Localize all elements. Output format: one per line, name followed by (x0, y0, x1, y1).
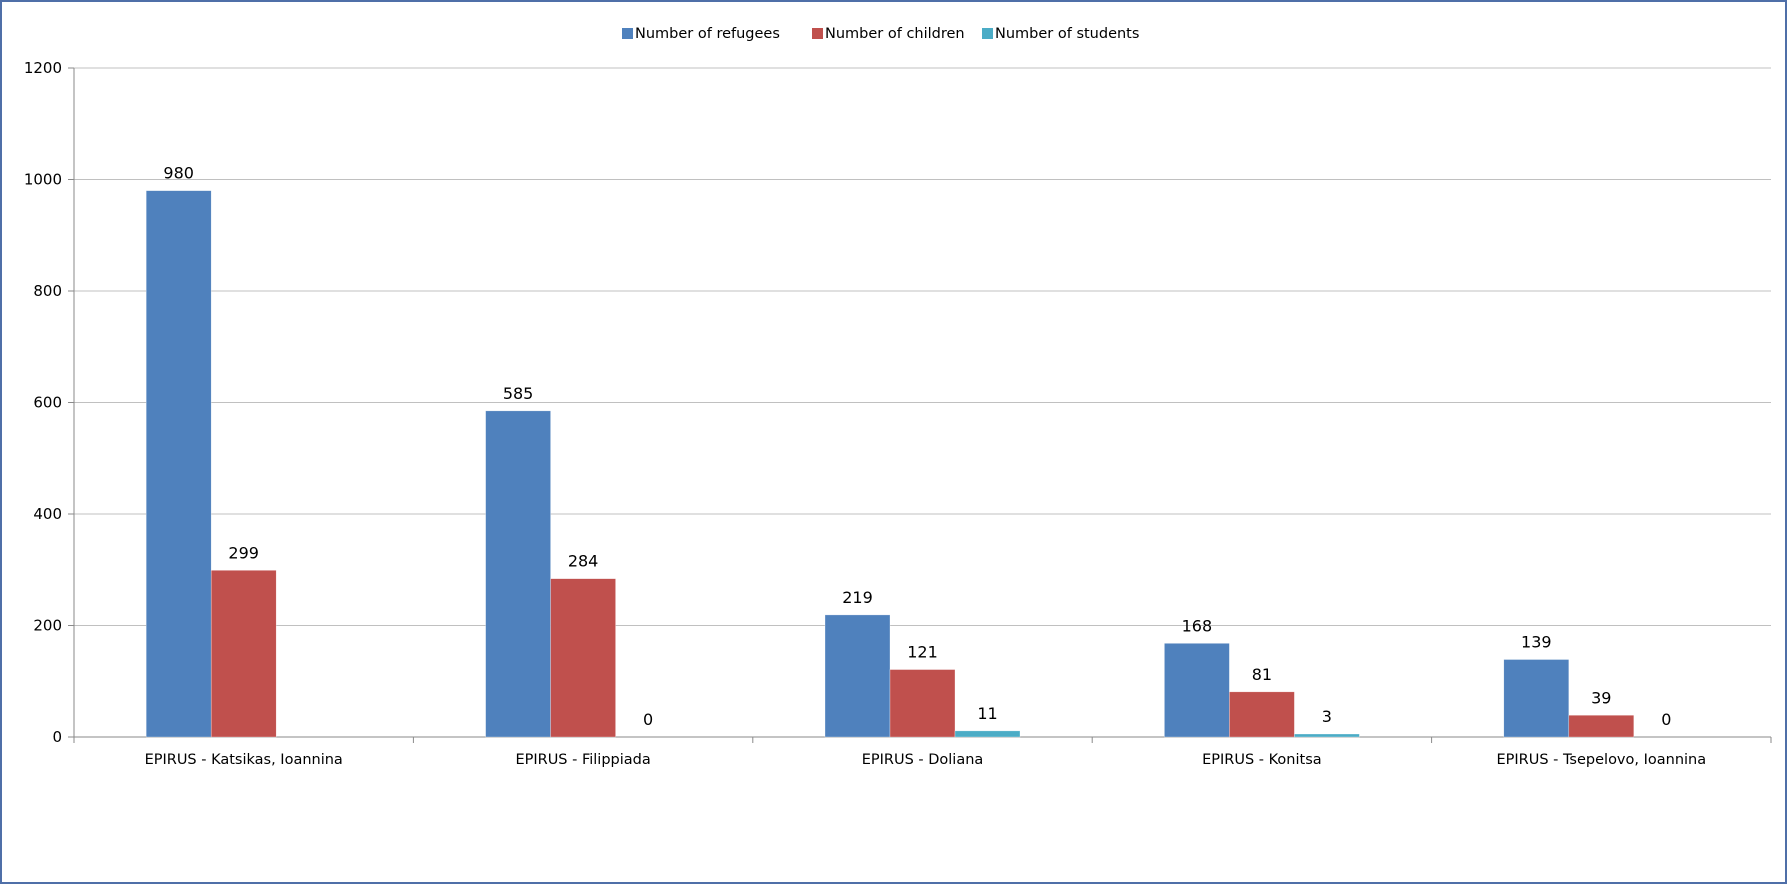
category-label: EPIRUS - Konitsa (1202, 752, 1322, 768)
data-label: 0 (1661, 710, 1671, 729)
category-label: EPIRUS - Tsepelovo, Ioannina (1496, 752, 1706, 768)
bar (1503, 659, 1570, 738)
bar (824, 614, 891, 738)
data-label: 81 (1252, 665, 1272, 684)
data-label: 299 (228, 543, 259, 562)
category-label: EPIRUS - Katsikas, Ioannina (145, 752, 343, 768)
bar (550, 578, 616, 738)
data-label: 11 (977, 704, 997, 723)
legend-swatch (622, 28, 633, 39)
legend-label: Number of students (995, 26, 1139, 42)
bar (954, 730, 1021, 738)
y-tick-label: 200 (33, 617, 62, 635)
data-label: 980 (163, 164, 194, 183)
bar (485, 410, 551, 738)
bar (210, 570, 277, 738)
legend-label: Number of refugees (635, 26, 780, 42)
y-tick-label: 0 (52, 728, 62, 746)
y-tick-label: 400 (33, 505, 62, 523)
data-label: 585 (503, 384, 534, 403)
data-label: 3 (1322, 707, 1332, 726)
y-tick-label: 800 (33, 282, 62, 300)
bar (1229, 691, 1295, 738)
bar (1294, 733, 1360, 738)
y-tick-label: 1000 (24, 171, 62, 189)
bar (889, 669, 956, 738)
legend-label: Number of children (825, 26, 965, 42)
data-label: 219 (842, 588, 873, 607)
bar (1568, 715, 1635, 738)
bar (1164, 643, 1230, 738)
data-label: 284 (568, 552, 599, 571)
data-label: 0 (643, 710, 653, 729)
data-label: 139 (1521, 633, 1552, 652)
data-label: 168 (1182, 616, 1213, 635)
category-label: EPIRUS - Doliana (862, 752, 984, 768)
y-tick-label: 1200 (24, 59, 62, 77)
data-label: 39 (1591, 688, 1611, 707)
legend-swatch (982, 28, 993, 39)
category-label: EPIRUS - Filippiada (515, 752, 650, 768)
data-label: 121 (907, 643, 938, 662)
legend-swatch (812, 28, 823, 39)
y-tick-label: 600 (33, 394, 62, 412)
bar (145, 190, 212, 738)
